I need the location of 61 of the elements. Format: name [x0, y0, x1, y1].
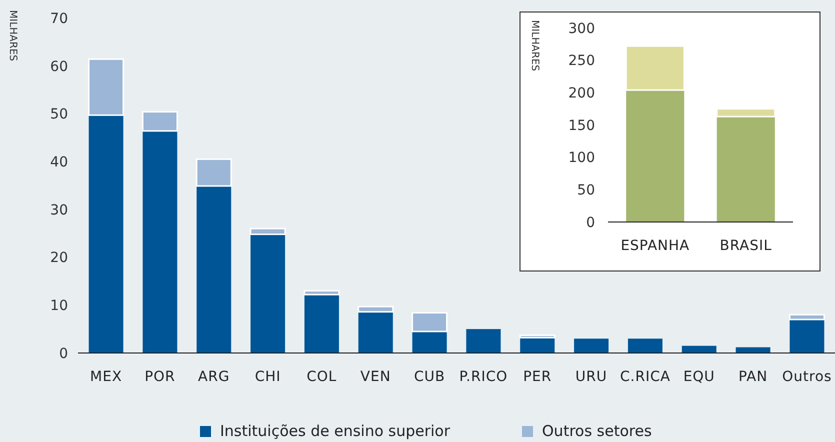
x-tick-label: MEX: [90, 369, 122, 385]
bar: [716, 108, 776, 118]
bar: [196, 186, 232, 353]
bar: [628, 338, 662, 353]
x-tick-label: POR: [144, 369, 176, 385]
y-tick-label: 10: [50, 298, 68, 314]
x-tick-label: PER: [523, 369, 552, 385]
x-tick-label: CUB: [414, 369, 446, 385]
bar: [682, 346, 716, 353]
y-tick-label: 200: [568, 86, 595, 102]
y-tick-label: 100: [568, 150, 595, 166]
bar: [412, 312, 448, 332]
bar: [88, 115, 124, 353]
bar: [358, 306, 394, 313]
bar: [625, 45, 685, 91]
bar: [88, 58, 124, 116]
bar: [788, 314, 825, 320]
x-tick-label: ARG: [198, 369, 230, 385]
bar: [716, 116, 775, 222]
bar: [304, 294, 339, 353]
bar: [250, 234, 286, 353]
y-tick-label: 250: [568, 53, 595, 70]
bar: [304, 290, 340, 296]
bar: [358, 312, 393, 353]
y-tick-label: 300: [568, 20, 595, 37]
y-tick-label: 150: [568, 118, 595, 134]
y-axis-title: MILHARES: [7, 10, 18, 62]
x-tick-label: BRASIL: [720, 238, 772, 254]
y-tick-label: 70: [50, 10, 68, 27]
bar: [626, 90, 684, 222]
bar: [520, 338, 555, 353]
bar: [196, 158, 232, 187]
bar: [250, 228, 286, 236]
x-tick-label: ESPANHA: [620, 238, 690, 254]
bar: [412, 331, 447, 353]
y-tick-label: 0: [59, 346, 68, 362]
x-tick-label: CHI: [254, 369, 281, 385]
bar: [574, 338, 609, 353]
x-tick-label: PAN: [738, 369, 768, 385]
bar: [466, 329, 501, 353]
y-tick-label: 50: [577, 182, 595, 199]
y-tick-label: 30: [50, 202, 68, 218]
x-tick-label: COL: [306, 369, 337, 385]
y-tick-label: 20: [50, 250, 68, 266]
x-tick-label: VEN: [360, 369, 391, 385]
y-axis-title: MILHARES: [529, 20, 540, 72]
legend-label: Outros setores: [542, 422, 652, 440]
y-tick-label: 0: [586, 214, 595, 231]
y-tick-label: 60: [50, 58, 68, 75]
bar: [790, 320, 824, 353]
bar: [519, 334, 556, 338]
y-tick-label: 50: [50, 106, 68, 123]
bar: [142, 111, 178, 132]
x-tick-label: P.RICO: [459, 369, 508, 385]
x-tick-label: C.RICA: [620, 369, 670, 385]
bar: [142, 130, 178, 353]
x-tick-label: EQU: [683, 369, 715, 385]
x-tick-label: Outros: [782, 369, 832, 385]
y-tick-label: 40: [50, 154, 68, 170]
x-tick-label: URU: [575, 369, 608, 385]
legend-label: Instituições de ensino superior: [220, 422, 451, 440]
